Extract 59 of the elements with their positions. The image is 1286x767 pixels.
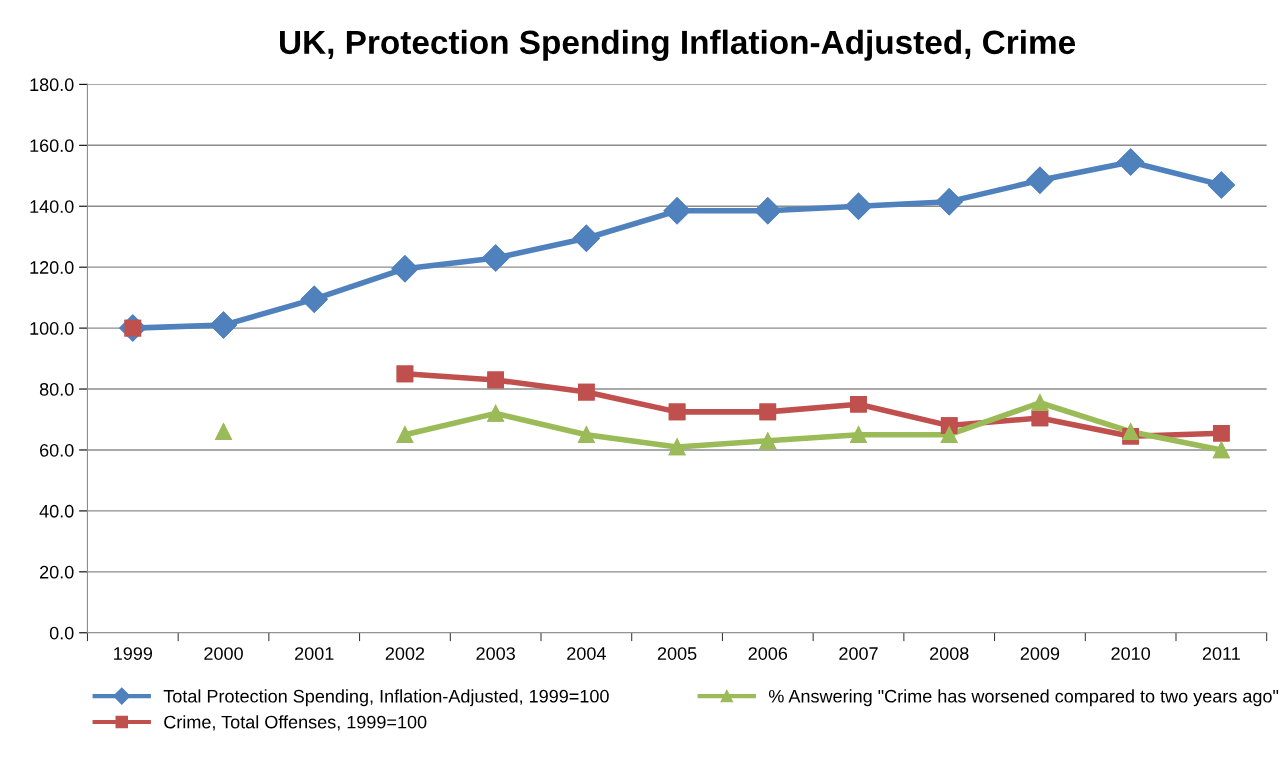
x-tick-label: 2004 <box>567 647 606 660</box>
point <box>668 438 686 456</box>
x-tick-label: 2008 <box>930 647 969 660</box>
point <box>396 426 414 444</box>
y-tick-label: 80.0 <box>39 382 74 396</box>
point <box>1213 441 1230 459</box>
y-tick-label: 120.0 <box>30 261 74 274</box>
point <box>850 395 867 413</box>
point <box>578 383 595 401</box>
point <box>119 314 147 342</box>
y-tick-label: 140.0 <box>30 200 74 213</box>
x-tick-label: 2007 <box>839 647 878 660</box>
point <box>487 405 504 422</box>
point <box>935 188 963 216</box>
point <box>1026 166 1054 194</box>
y-tick-label: 160.0 <box>30 139 74 153</box>
x-tick-label: 2010 <box>1111 647 1151 660</box>
point <box>668 403 686 421</box>
point <box>1122 423 1139 441</box>
point <box>663 197 691 225</box>
point <box>215 423 232 441</box>
y-tick-label: 40.0 <box>39 504 74 518</box>
point <box>572 224 600 252</box>
point <box>210 311 237 339</box>
x-tick-label: 2002 <box>385 647 425 660</box>
point <box>300 285 328 313</box>
y-tick-label: 180.0 <box>30 78 74 92</box>
legend-label: Crime, Total Offenses, 1999=100 <box>164 715 427 731</box>
x-tick-label: 2006 <box>748 647 788 660</box>
point <box>1213 424 1230 442</box>
point <box>940 426 958 444</box>
point <box>845 192 872 220</box>
x-tick-label: 2009 <box>1020 647 1060 660</box>
point <box>850 426 867 444</box>
chart-title: UK, Protection Spending Inflation-Adjusted, Crime <box>280 29 1076 61</box>
y-tick-label: 60.0 <box>40 443 74 457</box>
point <box>759 403 777 421</box>
y-tick-label: 100.0 <box>30 322 74 335</box>
point <box>487 371 504 389</box>
point <box>482 244 510 272</box>
legend-label: % Answering "Crime has worsened compared to two years ago" <box>768 689 1279 707</box>
x-tick-label: 2005 <box>657 647 697 660</box>
point <box>1117 148 1145 176</box>
point <box>396 365 414 383</box>
point <box>391 255 419 283</box>
point <box>1031 394 1049 412</box>
legend-label: Total Protection Spending, Inflation-Adjusted, 1999=100 <box>163 689 609 707</box>
y-tick-label: 20.0 <box>40 565 74 579</box>
y-tick-label: 0.0 <box>49 626 74 640</box>
x-tick-label: 1999 <box>114 647 153 660</box>
point <box>1207 171 1235 199</box>
x-tick-label: 2000 <box>204 647 243 660</box>
point <box>1031 409 1049 427</box>
point <box>759 432 777 450</box>
x-tick-label: 2011 <box>1202 647 1240 660</box>
x-tick-label: 2003 <box>476 647 515 660</box>
point <box>754 197 782 225</box>
point <box>578 426 595 444</box>
x-tick-label: 2001 <box>295 647 334 660</box>
